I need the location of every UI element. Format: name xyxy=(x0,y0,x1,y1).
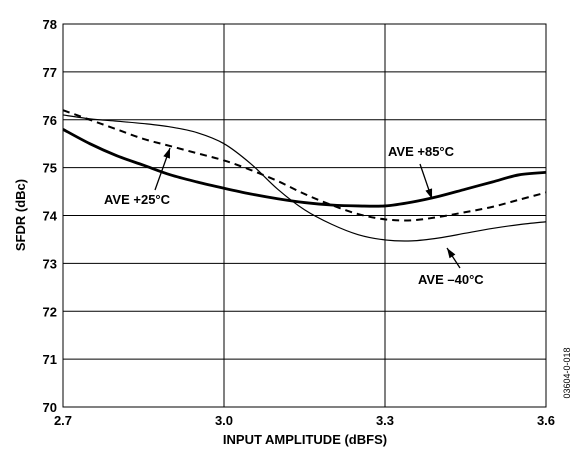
series-line-85c xyxy=(62,128,547,208)
y-tick-label: 75 xyxy=(43,161,57,176)
series-line-minus40c xyxy=(62,114,547,242)
grid-lines xyxy=(62,23,547,408)
y-tick-label: 74 xyxy=(43,209,58,224)
y-tick-label: 77 xyxy=(43,65,57,80)
x-tick-label: 3.0 xyxy=(215,413,233,428)
annotation-minus40c: AVE –40°C xyxy=(418,272,484,287)
x-tick-label: 3.3 xyxy=(376,413,394,428)
y-tick-label: 73 xyxy=(43,256,57,271)
arrow-minus40c xyxy=(446,247,461,269)
arrow-85c xyxy=(419,163,433,200)
x-tick-label: 3.6 xyxy=(537,413,555,428)
y-axis-title: SFDR (dBc) xyxy=(13,179,28,251)
y-tick-label: 78 xyxy=(43,17,57,32)
annotation-25c: AVE +25°C xyxy=(104,192,171,207)
tick-labels: 2.7 3.0 3.3 3.6 70 71 72 73 74 75 76 77 78 xyxy=(43,17,556,428)
arrow-25c xyxy=(154,147,171,191)
y-tick-label: 71 xyxy=(43,352,57,367)
series-line-25c xyxy=(62,109,547,222)
series-lines xyxy=(62,109,547,242)
x-axis-title: INPUT AMPLITUDE (dBFS) xyxy=(223,432,387,447)
annotation-arrows xyxy=(154,147,461,269)
y-tick-label: 72 xyxy=(43,304,57,319)
x-tick-label: 2.7 xyxy=(54,413,72,428)
y-tick-label: 76 xyxy=(43,113,57,128)
plot-frame xyxy=(62,23,547,408)
annotation-85c: AVE +85°C xyxy=(388,144,455,159)
figure-number: 03604-0-018 xyxy=(562,347,572,398)
y-tick-label: 70 xyxy=(43,400,57,415)
